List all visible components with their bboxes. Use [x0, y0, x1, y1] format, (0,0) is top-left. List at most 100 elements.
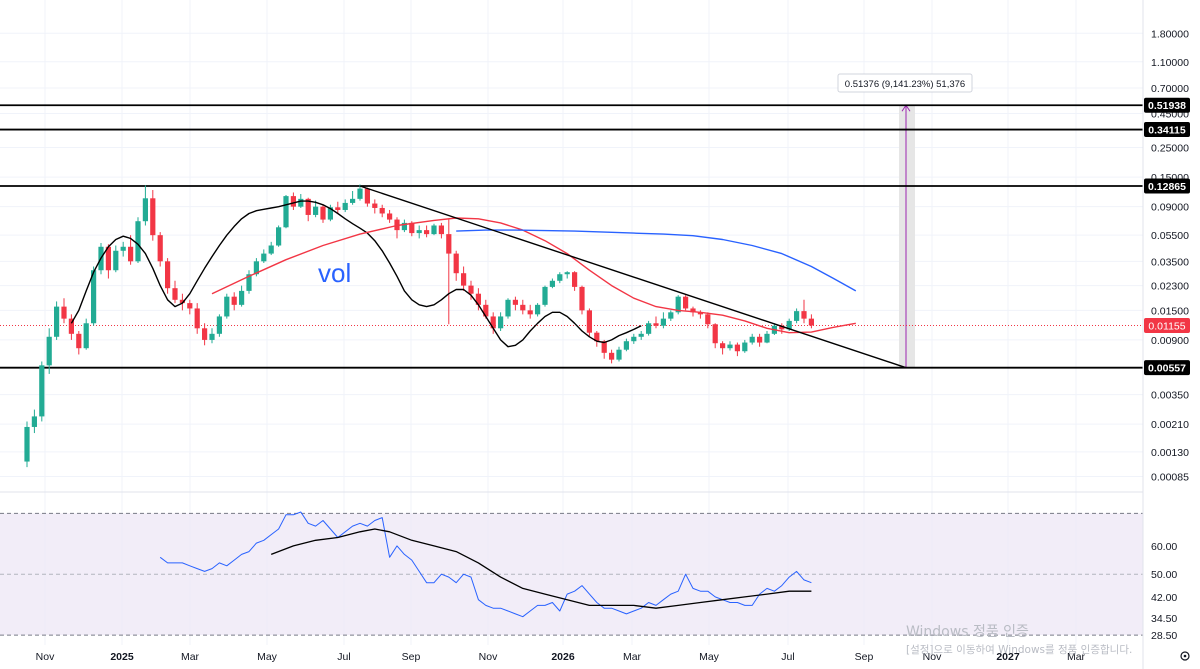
candle-body	[416, 230, 422, 234]
candle-body	[68, 318, 74, 334]
rsi-panel	[0, 512, 1143, 636]
candle-body	[705, 314, 711, 325]
candle-body	[638, 333, 644, 337]
level-badge	[1144, 178, 1190, 194]
moving-averages	[70, 200, 857, 348]
candle-body	[675, 296, 681, 313]
candle-body	[438, 225, 444, 235]
candle-body	[623, 341, 629, 350]
descending-trendline[interactable]	[359, 185, 907, 369]
candle-body	[320, 206, 326, 220]
candle-body	[187, 303, 193, 309]
candle-body	[165, 261, 171, 289]
candle-body	[24, 426, 30, 462]
candle-body	[683, 296, 689, 309]
price-tick-label: 0.02300	[1151, 281, 1189, 293]
level-badge	[1144, 97, 1190, 113]
candle-body	[794, 311, 800, 321]
rsi-tick-label: 28.50	[1151, 630, 1177, 642]
candle-body	[335, 207, 341, 210]
candle-body	[239, 290, 245, 305]
annotation-vol: vol	[318, 258, 351, 288]
candle-body	[586, 310, 592, 333]
measure-range-box	[899, 105, 915, 368]
candle-body	[202, 328, 208, 340]
time-tick-label: 2027	[996, 651, 1020, 663]
candle-body	[712, 324, 718, 344]
candle-body	[727, 344, 733, 349]
level-badge-label: 0.51938	[1148, 100, 1186, 112]
time-tick-label: Jul	[781, 651, 794, 663]
time-tick-label: Nov	[479, 651, 498, 663]
price-tick-label: 0.70000	[1151, 83, 1189, 95]
watermark-line1: Windows 정품 인증	[906, 624, 1029, 640]
candle-body	[527, 310, 533, 315]
time-tick-label: 2026	[551, 651, 575, 663]
level-badge	[1144, 122, 1190, 138]
candle-body	[209, 333, 215, 340]
candle-body	[61, 306, 67, 319]
candle-body	[120, 246, 126, 251]
candle-body	[179, 299, 185, 304]
candle-body	[742, 342, 748, 352]
price-tick-label: 0.01500	[1151, 305, 1189, 317]
current-price-label: 0.01155	[1148, 320, 1185, 332]
rsi-axis: 60.00 50.00 42.00 34.50 28.50	[1151, 541, 1177, 642]
candle-body	[231, 296, 237, 305]
candle-body	[387, 213, 393, 220]
candle-body	[653, 323, 659, 326]
candle-body	[224, 296, 230, 317]
candle-body	[298, 198, 304, 207]
candle-body	[764, 333, 770, 343]
rsi-tick-label: 42.00	[1151, 592, 1177, 604]
candle-body	[594, 332, 600, 342]
moving-average-line	[456, 229, 857, 292]
candle-body	[483, 304, 489, 317]
price-tick-label: 0.05500	[1151, 230, 1189, 242]
candle-body	[76, 333, 82, 349]
candle-body	[350, 198, 356, 203]
candle-body	[535, 304, 541, 315]
price-tick-label: 0.00900	[1151, 335, 1189, 347]
candle-body	[128, 246, 134, 262]
rsi-series-line	[159, 511, 812, 618]
measure-label-box: 0.51376 (9,141.23%) 51,376	[837, 73, 973, 93]
candle-body	[364, 188, 370, 204]
candle-body	[372, 203, 378, 208]
time-tick-label: Mar	[181, 651, 200, 663]
time-tick-label: Mar	[623, 651, 642, 663]
candle-body	[542, 286, 548, 305]
candle-body	[697, 312, 703, 315]
candle-body	[290, 196, 296, 207]
candle-body	[668, 312, 674, 319]
candle-body	[409, 222, 415, 234]
level-badge-label: 0.00557	[1148, 363, 1186, 375]
time-tick-label: Jul	[337, 651, 350, 663]
candle-body	[83, 323, 89, 349]
rsi-series-line	[270, 528, 812, 609]
price-tick-label: 1.10000	[1151, 57, 1189, 69]
rsi-lines	[159, 511, 812, 618]
candle-body	[157, 235, 163, 262]
rsi-tick-label: 50.00	[1151, 569, 1177, 581]
price-tick-label: 1.80000	[1151, 28, 1189, 40]
price-tick-label: 0.09000	[1151, 202, 1189, 214]
candle-body	[690, 308, 696, 313]
settings-icon[interactable]	[1180, 651, 1190, 661]
level-badge-label: 0.34115	[1148, 125, 1186, 137]
candle-body	[357, 188, 363, 199]
candle-body	[276, 227, 282, 246]
candle-body	[379, 207, 385, 214]
candle-body	[786, 320, 792, 330]
price-tick-label: 0.03500	[1151, 256, 1189, 268]
candle-body	[446, 234, 452, 254]
candle-body	[505, 299, 511, 317]
candle-body	[609, 352, 615, 360]
candle-body	[498, 316, 504, 329]
candle-body	[305, 198, 311, 215]
watermark-line2: [설정]으로 이동하여 Windows를 정품 인증합니다.	[906, 643, 1132, 656]
current-price-badge	[1144, 317, 1190, 333]
time-tick-label: May	[257, 651, 278, 663]
candle-body	[453, 253, 459, 274]
